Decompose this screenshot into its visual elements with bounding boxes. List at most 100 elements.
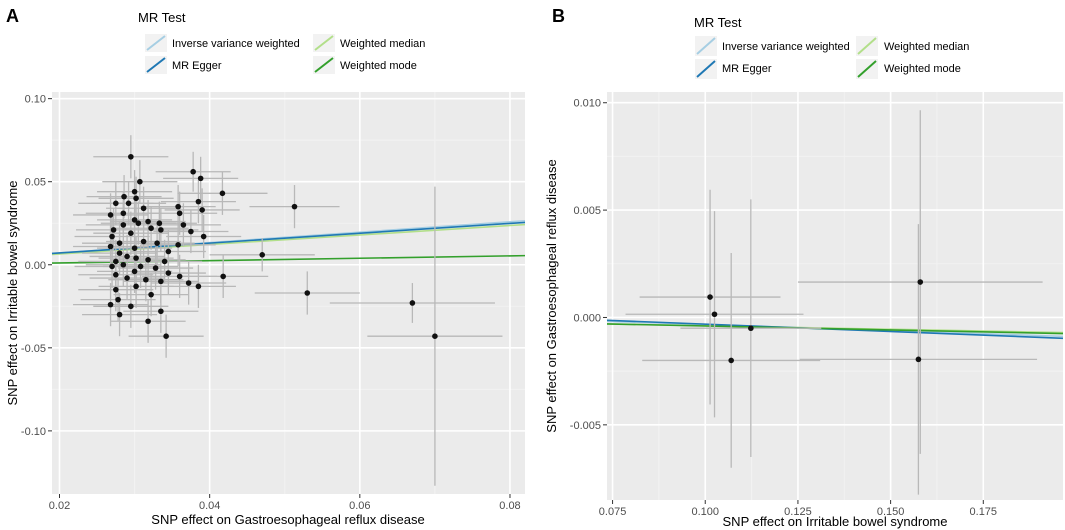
panel-a-data-point <box>120 210 127 217</box>
panel-a-data-point <box>124 253 130 260</box>
panel-a-y-tick-label: -0.05 <box>21 343 46 355</box>
panel-b-legend-title: MR Test <box>694 15 742 30</box>
panel-a-y-tick-label: 0.10 <box>25 94 46 106</box>
panel-a-data-point <box>188 228 194 235</box>
panel-a-x-tick-label: 0.02 <box>49 500 70 512</box>
panel-a-data-point <box>291 203 298 210</box>
panel-a-data-point <box>128 230 134 236</box>
panel-a-data-point <box>140 238 147 245</box>
panel-a-data-point <box>107 243 114 250</box>
panel-b-y-tick-label: 0.010 <box>573 98 601 110</box>
panel-a-data-point <box>133 255 139 261</box>
panel-a-data-point <box>176 273 183 280</box>
panel-a-data-point <box>145 318 151 325</box>
panel-a-data-point <box>140 205 147 212</box>
panel-a-data-point <box>125 200 132 207</box>
panel-b-y-tick-label: -0.005 <box>570 420 601 432</box>
panel-a-data-point <box>116 240 123 246</box>
panel-a-legend-key-wmode <box>314 57 334 73</box>
panel-a-data-point <box>195 283 202 290</box>
panel-a-data-point <box>113 200 119 207</box>
panel-a-data-point <box>259 251 266 258</box>
panel-b-x-tick-label: 0.175 <box>970 506 998 518</box>
panel-a-data-point <box>220 273 226 280</box>
panel-b-line-wmode <box>606 323 1064 335</box>
panel-b-plot-area <box>607 92 1063 500</box>
panel-a-data-point <box>154 240 160 246</box>
panel-a-data-point <box>409 300 416 306</box>
panel-b-x-tick-label: 0.075 <box>599 506 627 518</box>
panel-a-data-point <box>107 212 114 218</box>
panel-a-legend-label-wmedian: Weighted median <box>340 38 425 50</box>
panel-a: A MR Test Inverse variance weighted MR E… <box>5 6 526 527</box>
panel-b-data-point <box>915 356 922 363</box>
panel-a-data-point <box>120 222 127 228</box>
panel-a-y-tick-label: 0.05 <box>25 177 46 189</box>
panel-a-data-point <box>131 188 138 195</box>
panel-a-data-point <box>133 283 139 290</box>
panel-b-y-axis: -0.005 0.000 0.005 0.010 <box>570 98 607 432</box>
panel-a-data-point <box>148 291 154 298</box>
panel-a-legend-title: MR Test <box>138 10 186 25</box>
panel-a-data-point <box>135 220 142 227</box>
panel-b-label: B <box>552 6 565 26</box>
panel-b-data-point <box>917 279 924 285</box>
panel-a-data-point <box>165 270 172 276</box>
panel-a-data-point <box>156 220 163 227</box>
panel-a-data-point <box>180 222 187 228</box>
panel-b-x-tick-label: 0.100 <box>691 506 719 518</box>
panel-a-data-point <box>145 218 151 225</box>
panel-a-data-point <box>432 333 438 339</box>
panel-b-y-tick-label: 0.000 <box>573 312 601 324</box>
panel-b-legend-key-egger <box>696 60 716 78</box>
panel-a-data-point <box>197 175 204 182</box>
panel-a-data-point <box>145 256 151 263</box>
panel-a-data-point <box>113 258 119 265</box>
panel-a-data-point <box>219 190 226 197</box>
panel-a-legend-key-ivw <box>146 35 166 51</box>
panel-b-data-point <box>711 311 718 318</box>
panel-a-legend-label-wmode: Weighted mode <box>340 60 417 72</box>
panel-a-data-point <box>137 263 144 270</box>
panel-a-data-point <box>158 308 164 315</box>
panel-b-x-tick-label: 0.125 <box>784 506 812 518</box>
panel-a-data-point <box>113 271 119 278</box>
panel-b-x-axis: 0.075 0.100 0.125 0.150 0.175 <box>599 500 997 518</box>
panel-a-data-point <box>131 245 138 251</box>
panel-a-data-point <box>190 168 196 175</box>
panel-b-y-axis-title: SNP effect on Gastroesophageal reflux di… <box>544 159 559 432</box>
panel-b-legend-label-wmode: Weighted mode <box>884 63 961 75</box>
panel-a-points <box>107 153 438 339</box>
panel-a-data-point <box>133 195 139 202</box>
panel-b-data-point <box>748 325 754 332</box>
panel-a-data-point <box>148 225 154 232</box>
panel-a-data-point <box>163 333 169 339</box>
panel-a-data-point <box>152 265 159 271</box>
panel-a-data-point <box>109 233 115 240</box>
panel-b-data-point <box>707 294 713 300</box>
panel-a-y-axis-title: SNP effect on Irritable bowel syndrome <box>5 181 20 406</box>
panel-b-legend-label-egger: MR Egger <box>722 63 772 75</box>
panel-b-legend-label-ivw: Inverse variance weighted <box>722 41 850 53</box>
panel-a-data-point <box>116 250 123 256</box>
panel-a-data-point <box>175 242 181 248</box>
panel-a-data-point <box>158 227 164 233</box>
panel-b-points <box>707 279 924 364</box>
panel-a-y-axis: -0.10 -0.05 0.00 0.05 0.10 <box>21 94 52 438</box>
panel-a-legend-label-ivw: Inverse variance weighted <box>172 38 300 50</box>
panel-a-data-point <box>121 193 127 200</box>
panel-b-y-tick-label: 0.005 <box>573 205 601 217</box>
panel-a-x-tick-label: 0.08 <box>499 500 520 512</box>
panel-a-data-point <box>143 276 149 283</box>
panel-a-x-tick-label: 0.06 <box>349 500 370 512</box>
panel-a-data-point <box>175 203 181 210</box>
panel-b-legend-key-wmedian <box>857 37 877 55</box>
panel-b-x-axis-title: SNP effect on Irritable bowel syndrome <box>723 514 948 529</box>
panel-a-data-point <box>158 278 164 285</box>
panel-a-x-axis-title: SNP effect on Gastroesophageal reflux di… <box>151 512 424 527</box>
panel-a-data-point <box>195 198 202 205</box>
panel-b-legend-key-ivw <box>696 37 716 55</box>
panel-a-legend-label-egger: MR Egger <box>172 60 222 72</box>
panel-a-data-point <box>185 280 192 286</box>
